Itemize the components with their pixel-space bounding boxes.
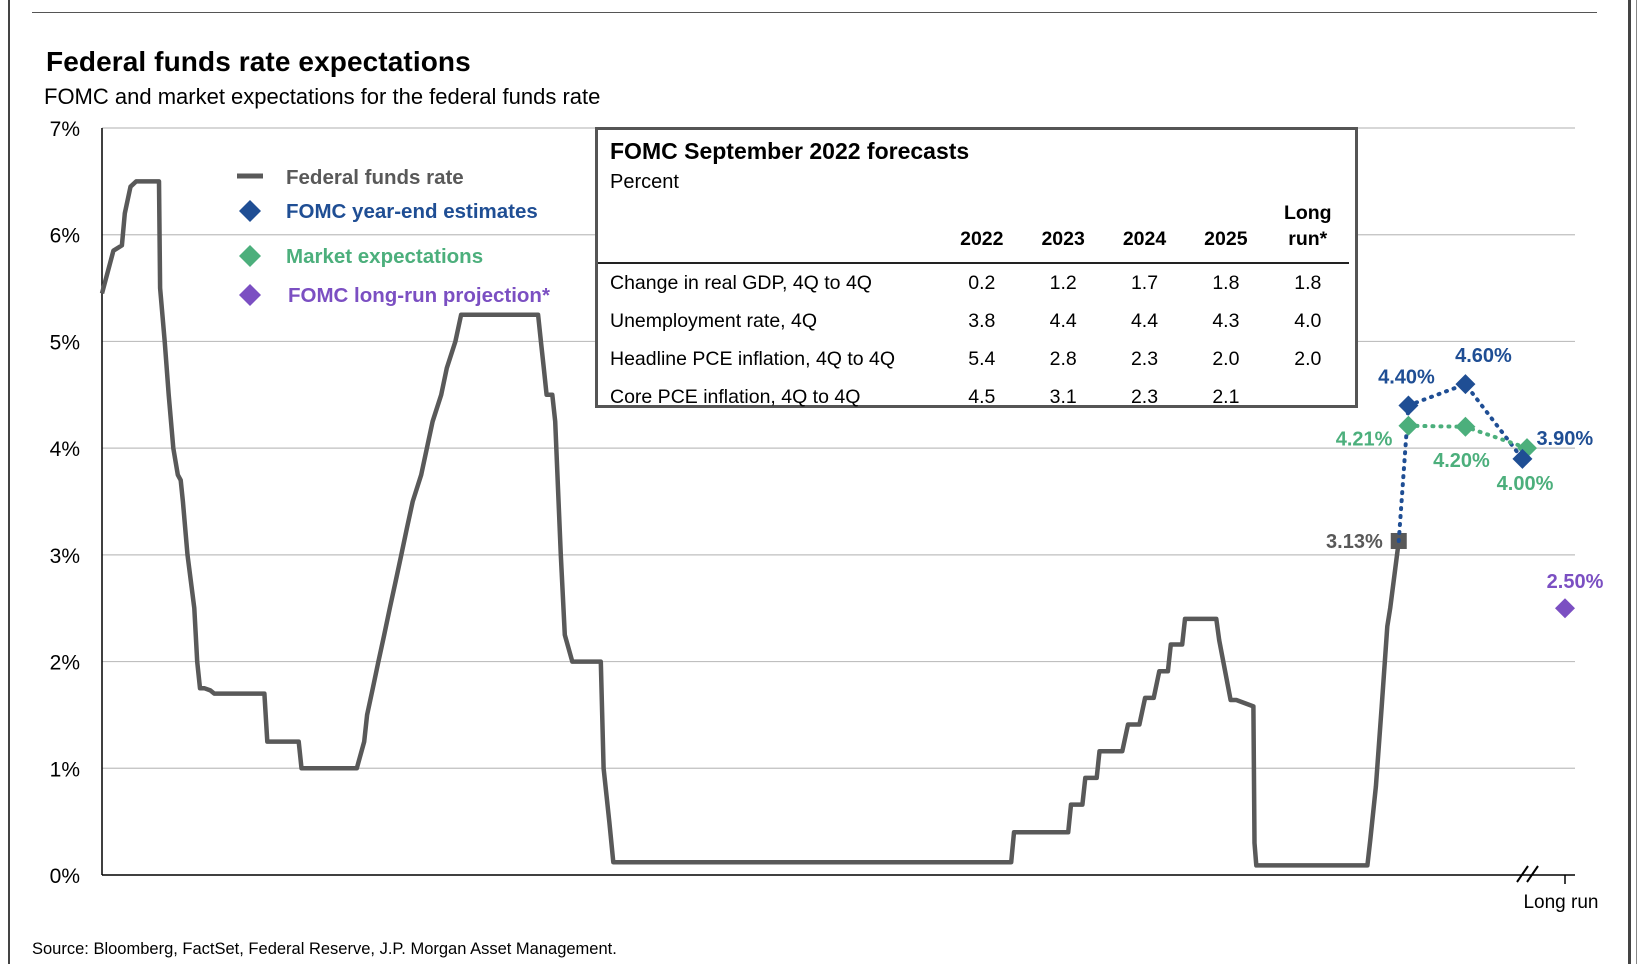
table-cell: 1.2 [1049, 271, 1077, 294]
axis-break-mark [1516, 865, 1529, 883]
y-tick-label: 7% [50, 118, 80, 141]
table-cell: 2.0 [1294, 347, 1322, 370]
y-tick-label: 2% [50, 652, 80, 675]
legend-label-fomc: FOMC year-end estimates [286, 200, 538, 223]
table-cell: 0.2 [968, 271, 996, 294]
table-cell [1267, 378, 1349, 416]
table-cell: 5.4 [968, 347, 996, 370]
y-tick-label: 3% [50, 545, 80, 568]
fomc-point-label: 3.90% [1536, 428, 1593, 450]
frame-top-rule [32, 12, 1597, 13]
table-cell: 2.1 [1212, 385, 1240, 408]
market-point-label: 4.20% [1433, 450, 1490, 472]
fomc-point-label: 4.40% [1378, 366, 1435, 388]
y-tick-label: 1% [50, 758, 80, 781]
forecast-header-long-run-text: Long run* [1283, 202, 1332, 250]
frame-left-border [8, 0, 10, 964]
current-rate-label: 3.13% [1326, 531, 1383, 553]
forecast-header-2023: 2023 [1022, 200, 1104, 264]
row-label: Change in real GDP, 4Q to 4Q [610, 271, 872, 294]
table-cell: 2.3 [1130, 385, 1159, 408]
table-cell: 4.0 [1294, 309, 1322, 332]
chart-title: Federal funds rate expectations [46, 46, 471, 77]
fed-funds-line [99, 179, 1402, 868]
table-cell: 2.3 [1130, 347, 1159, 370]
table-cell: 4.3 [1212, 309, 1240, 332]
legend-swatch-market [239, 245, 261, 267]
table-row: Core PCE inflation, 4Q to 4Q 4.5 3.1 2.3… [598, 378, 1349, 416]
frame-right-border [1628, 0, 1631, 964]
market-point [1455, 416, 1476, 437]
table-cell: 2.0 [1212, 347, 1240, 370]
table-row: Headline PCE inflation, 4Q to 4Q 5.4 2.8… [598, 340, 1349, 378]
legend-swatch-long-run [239, 284, 261, 306]
y-tick-label: 4% [50, 438, 80, 461]
table-cell: 1.7 [1130, 271, 1159, 294]
table-row: Change in real GDP, 4Q to 4Q 0.2 1.2 1.7… [598, 263, 1349, 302]
table-cell: 4.5 [968, 385, 996, 408]
fomc-dotted-line [1396, 381, 1525, 543]
fomc-point [1398, 395, 1419, 416]
y-tick-label: 6% [50, 225, 80, 248]
chart-subtitle: FOMC and market expectations for the fed… [44, 84, 601, 109]
forecast-header-2022: 2022 [941, 200, 1023, 264]
axis-break-mark [1526, 865, 1539, 883]
legend-label-long-run: FOMC long-run projection* [288, 284, 550, 307]
legend-label-fed-funds: Federal funds rate [286, 166, 464, 189]
table-cell: 3.1 [1049, 385, 1077, 408]
row-label: Headline PCE inflation, 4Q to 4Q [610, 347, 896, 370]
forecast-header-blank [598, 200, 942, 264]
fomc-point [1512, 448, 1533, 469]
fomc-point [1455, 374, 1476, 395]
forecast-header-row: 2022 2023 2024 2025 Long run* [598, 200, 1349, 264]
forecast-table-title: FOMC September 2022 forecasts [610, 138, 970, 164]
row-label: Unemployment rate, 4Q [610, 309, 818, 332]
legend-label-market: Market expectations [286, 245, 483, 268]
market-point [1398, 415, 1419, 436]
long-run-point-label: 2.50% [1547, 571, 1604, 593]
table-cell: 2.8 [1049, 347, 1077, 370]
table-cell: 1.8 [1294, 271, 1322, 294]
table-cell: 4.4 [1049, 309, 1077, 332]
table-cell: 1.8 [1212, 271, 1240, 294]
table-cell: 4.4 [1130, 309, 1159, 332]
fomc-forecast-box: FOMC September 2022 forecasts Percent 20… [595, 127, 1358, 408]
x-tick-label: Long run [1523, 892, 1598, 913]
table-row: Unemployment rate, 4Q 3.8 4.4 4.4 4.3 4.… [598, 302, 1349, 340]
forecast-header-2024: 2024 [1103, 200, 1186, 264]
row-label: Core PCE inflation, 4Q to 4Q [610, 385, 861, 408]
y-tick-label: 0% [50, 865, 80, 888]
market-point-label: 4.00% [1497, 473, 1554, 495]
fomc-point-label: 4.60% [1455, 345, 1512, 367]
forecast-table: 2022 2023 2024 2025 Long run* Change in … [598, 200, 1349, 416]
long-run-point [1555, 598, 1575, 619]
forecast-header-2025: 2025 [1185, 200, 1267, 264]
frame-right-border-outer [1636, 0, 1637, 964]
forecast-header-long-run: Long run* [1266, 200, 1349, 264]
source-note: Source: Bloomberg, FactSet, Federal Rese… [32, 940, 617, 958]
forecast-table-unit: Percent [610, 171, 679, 193]
market-point-label: 4.21% [1336, 429, 1393, 451]
table-cell: 3.8 [968, 309, 996, 332]
y-tick-label: 5% [50, 331, 80, 354]
legend-swatch-fomc [239, 200, 261, 222]
